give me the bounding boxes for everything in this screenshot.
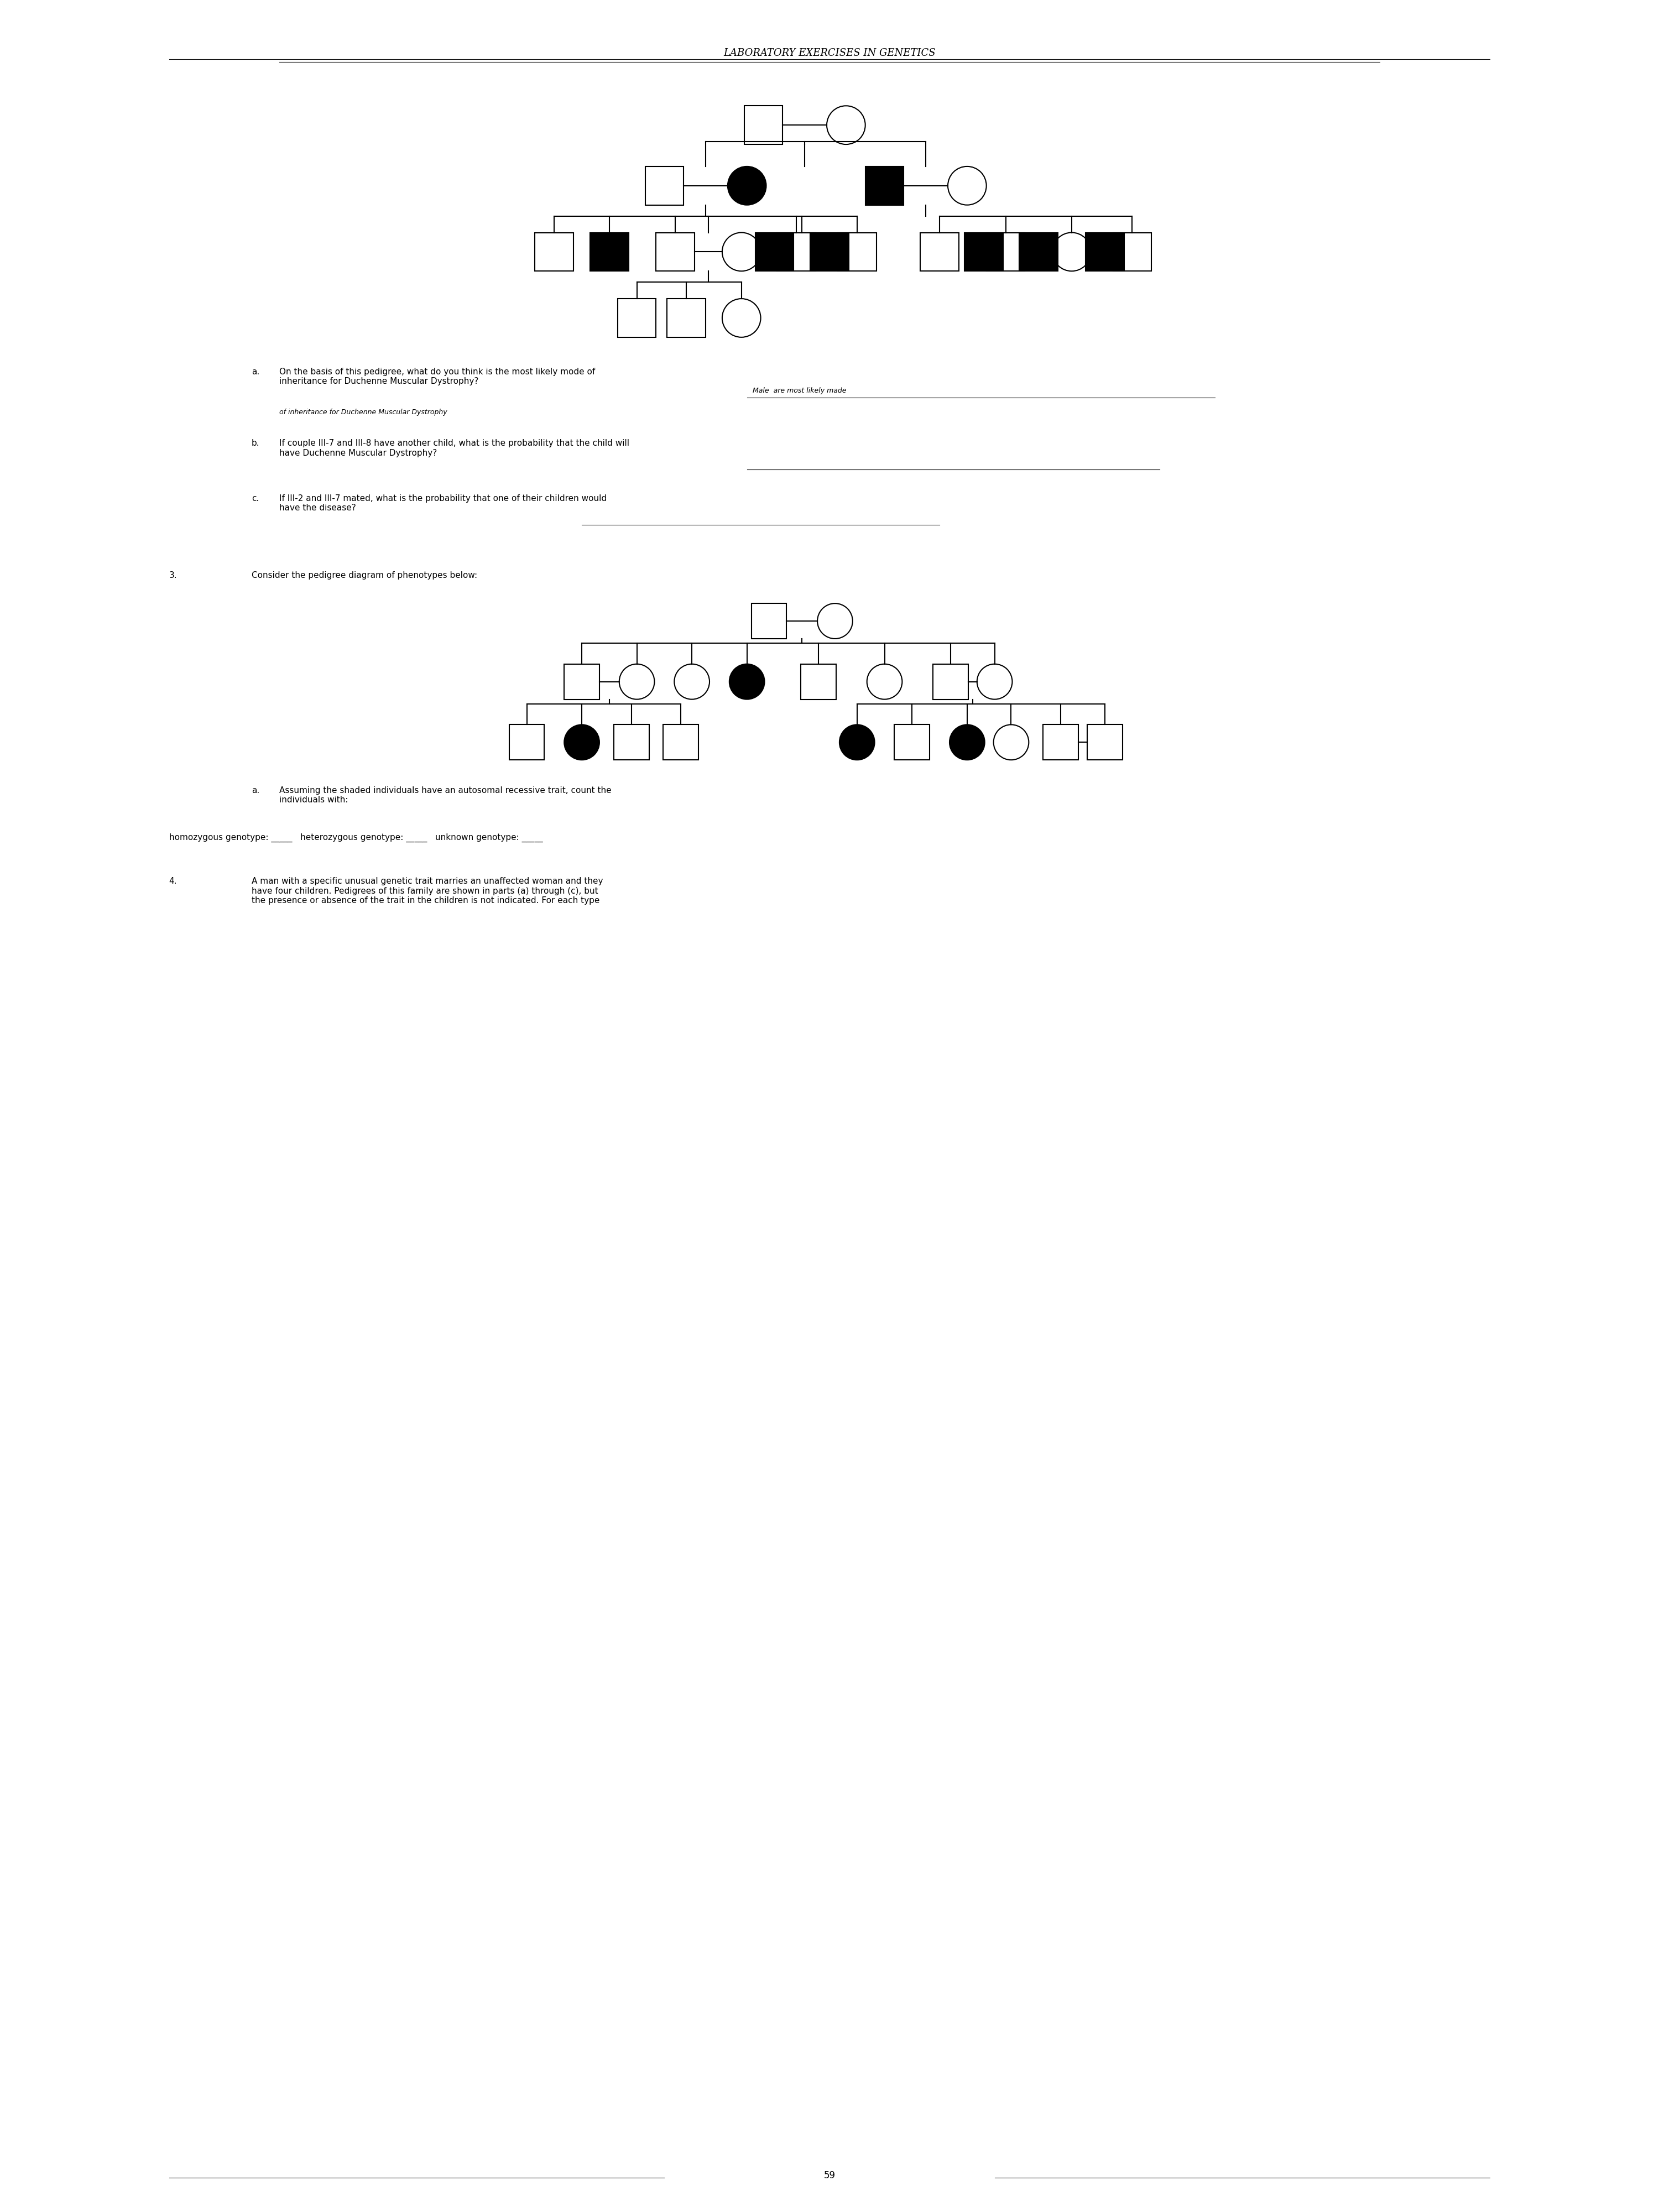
Text: On the basis of this pedigree, what do you think is the most likely mode of
inhe: On the basis of this pedigree, what do y… <box>279 367 596 385</box>
Text: If couple III-7 and III-8 have another child, what is the probability that the c: If couple III-7 and III-8 have another c… <box>279 440 629 458</box>
Text: b.: b. <box>252 440 259 447</box>
Circle shape <box>947 166 987 206</box>
Bar <box>776 232 816 272</box>
Circle shape <box>826 106 866 144</box>
Bar <box>564 664 599 699</box>
Text: LABORATORY EXERCISES IN GENETICS: LABORATORY EXERCISES IN GENETICS <box>723 49 936 58</box>
Bar <box>932 664 969 699</box>
Circle shape <box>564 726 599 761</box>
Bar <box>987 232 1025 272</box>
Bar <box>964 232 1004 272</box>
Text: a.: a. <box>252 787 259 794</box>
Bar <box>617 299 655 336</box>
Bar <box>752 604 786 639</box>
Bar <box>810 232 849 272</box>
Bar <box>1019 232 1058 272</box>
Bar <box>614 726 649 761</box>
Text: Male  are most likely made: Male are most likely made <box>753 387 846 394</box>
Bar <box>534 232 574 272</box>
Bar <box>655 232 695 272</box>
Circle shape <box>1052 232 1092 272</box>
Circle shape <box>949 726 985 761</box>
Bar <box>645 166 684 206</box>
Text: of inheritance for Duchenne Muscular Dystrophy: of inheritance for Duchenne Muscular Dys… <box>279 409 446 416</box>
Text: 59: 59 <box>823 2170 834 2181</box>
Bar <box>1085 232 1125 272</box>
Bar <box>1044 726 1078 761</box>
Text: Assuming the shaded individuals have an autosomal recessive trait, count the
ind: Assuming the shaded individuals have an … <box>279 787 611 805</box>
Bar <box>591 232 629 272</box>
Bar <box>866 166 904 206</box>
Bar <box>838 232 876 272</box>
Bar <box>801 664 836 699</box>
Bar <box>509 726 544 761</box>
Circle shape <box>728 166 766 206</box>
Text: 3.: 3. <box>169 571 178 580</box>
Circle shape <box>674 664 710 699</box>
Text: Consider the pedigree diagram of phenotypes below:: Consider the pedigree diagram of phenoty… <box>252 571 478 580</box>
Circle shape <box>730 664 765 699</box>
Text: 4.: 4. <box>169 878 178 885</box>
Circle shape <box>994 726 1029 761</box>
Circle shape <box>722 299 761 336</box>
Circle shape <box>619 664 654 699</box>
Bar <box>1113 232 1151 272</box>
Bar <box>1087 726 1123 761</box>
Circle shape <box>977 664 1012 699</box>
Circle shape <box>868 664 902 699</box>
Bar <box>745 106 783 144</box>
Text: A man with a specific unusual genetic trait marries an unaffected woman and they: A man with a specific unusual genetic tr… <box>252 878 602 905</box>
Circle shape <box>839 726 874 761</box>
Bar <box>921 232 959 272</box>
Circle shape <box>818 604 853 639</box>
Text: a.: a. <box>252 367 259 376</box>
Bar <box>667 299 705 336</box>
Text: homozygous genotype: _____   heterozygous genotype: _____   unknown genotype: __: homozygous genotype: _____ heterozygous … <box>169 834 542 843</box>
Text: If III-2 and III-7 mated, what is the probability that one of their children wou: If III-2 and III-7 mated, what is the pr… <box>279 493 607 513</box>
Bar <box>664 726 698 761</box>
Text: c.: c. <box>252 493 259 502</box>
Circle shape <box>722 232 761 272</box>
Bar <box>894 726 929 761</box>
Bar <box>755 232 793 272</box>
